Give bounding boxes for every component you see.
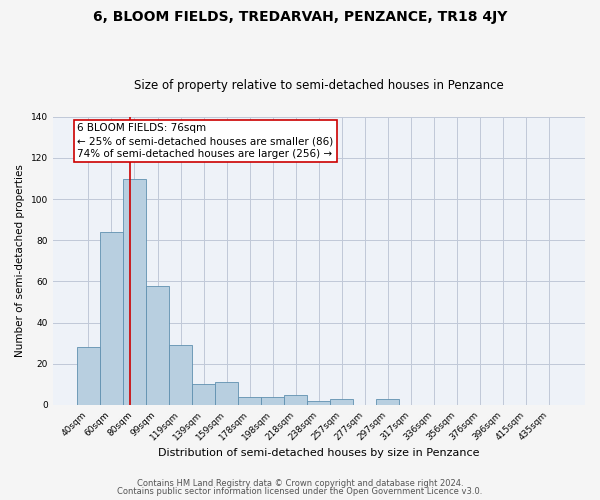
Bar xyxy=(192,384,215,405)
Title: Size of property relative to semi-detached houses in Penzance: Size of property relative to semi-detach… xyxy=(134,79,504,92)
Bar xyxy=(307,401,331,405)
X-axis label: Distribution of semi-detached houses by size in Penzance: Distribution of semi-detached houses by … xyxy=(158,448,479,458)
Bar xyxy=(215,382,238,405)
Bar xyxy=(123,178,146,405)
Bar xyxy=(146,286,169,405)
Text: Contains HM Land Registry data © Crown copyright and database right 2024.: Contains HM Land Registry data © Crown c… xyxy=(137,478,463,488)
Bar xyxy=(376,399,400,405)
Bar xyxy=(77,348,100,405)
Bar xyxy=(238,397,261,405)
Bar xyxy=(261,397,284,405)
Y-axis label: Number of semi-detached properties: Number of semi-detached properties xyxy=(15,164,25,358)
Text: 6 BLOOM FIELDS: 76sqm
← 25% of semi-detached houses are smaller (86)
74% of semi: 6 BLOOM FIELDS: 76sqm ← 25% of semi-deta… xyxy=(77,123,334,160)
Bar xyxy=(284,394,307,405)
Bar xyxy=(169,346,192,405)
Text: Contains public sector information licensed under the Open Government Licence v3: Contains public sector information licen… xyxy=(118,487,482,496)
Bar xyxy=(100,232,123,405)
Text: 6, BLOOM FIELDS, TREDARVAH, PENZANCE, TR18 4JY: 6, BLOOM FIELDS, TREDARVAH, PENZANCE, TR… xyxy=(93,10,507,24)
Bar xyxy=(331,399,353,405)
